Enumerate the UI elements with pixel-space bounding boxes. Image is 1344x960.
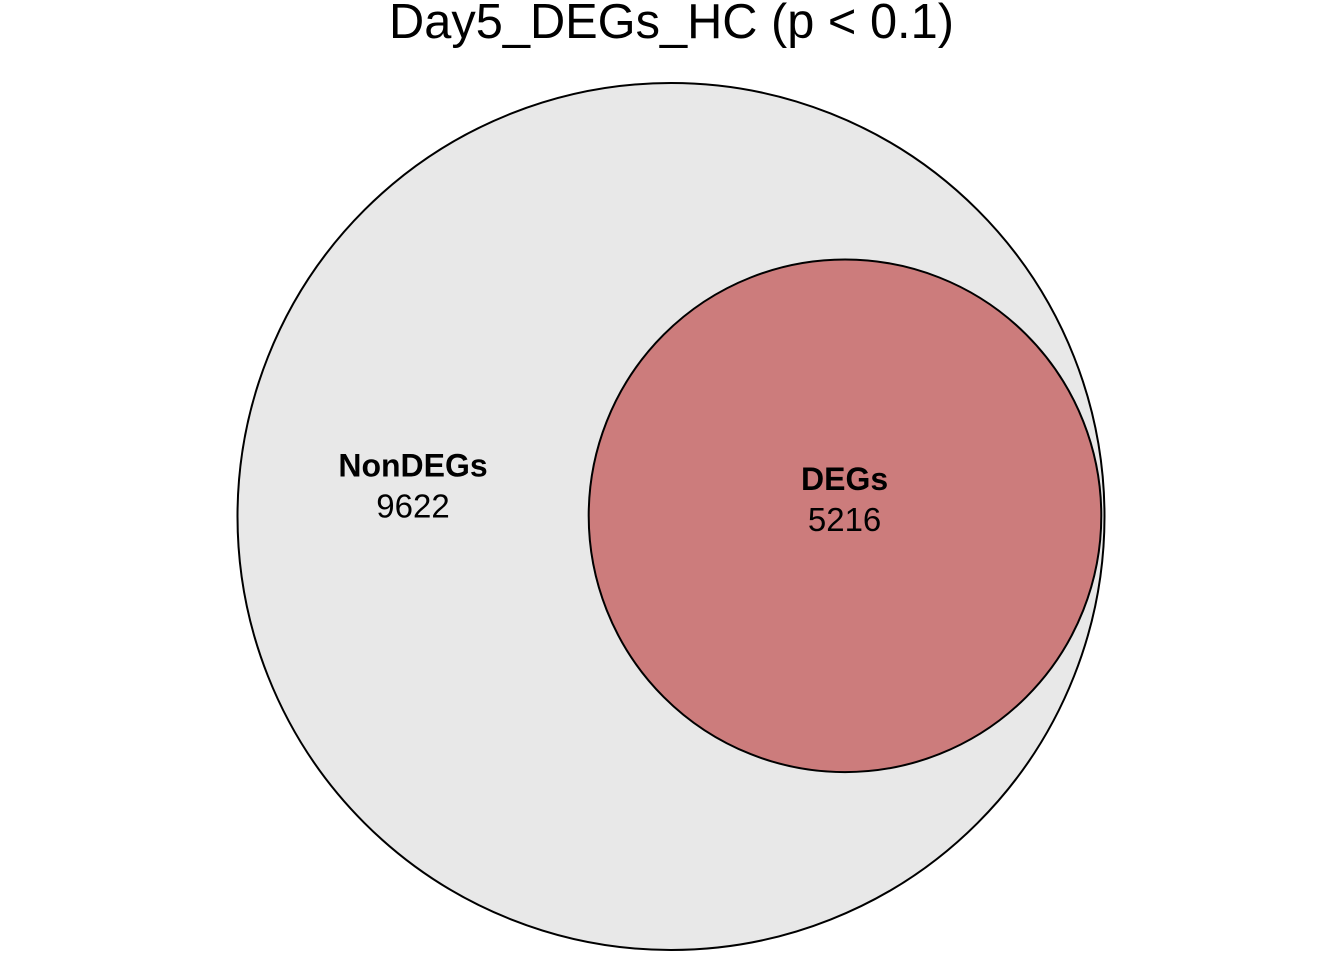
svg-text:9622: 9622	[376, 487, 449, 524]
svg-text:5216: 5216	[808, 501, 881, 538]
svg-text:Day5_DEGs_HC (p < 0.1): Day5_DEGs_HC (p < 0.1)	[389, 0, 954, 49]
svg-text:DEGs: DEGs	[801, 461, 888, 497]
svg-text:NonDEGs: NonDEGs	[338, 448, 487, 484]
